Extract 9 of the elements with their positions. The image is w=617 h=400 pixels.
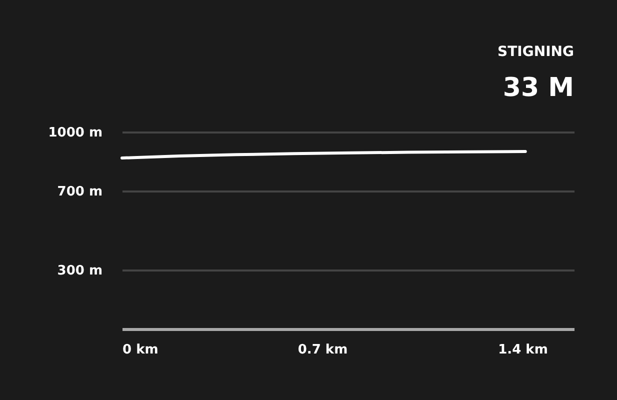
text: 33 M	[502, 73, 574, 103]
text: STIGNING	[498, 44, 574, 60]
y-tick-label: 300 m	[57, 263, 102, 278]
x-tick-label: 1.4 km	[498, 342, 548, 358]
y-tick-label: 700 m	[57, 184, 102, 200]
x-tick-label: 0 km	[122, 342, 158, 358]
x-tick-label: 0.7 km	[298, 342, 348, 358]
line-series	[120, 150, 527, 160]
y-tick-label: 1000 m	[48, 126, 102, 140]
